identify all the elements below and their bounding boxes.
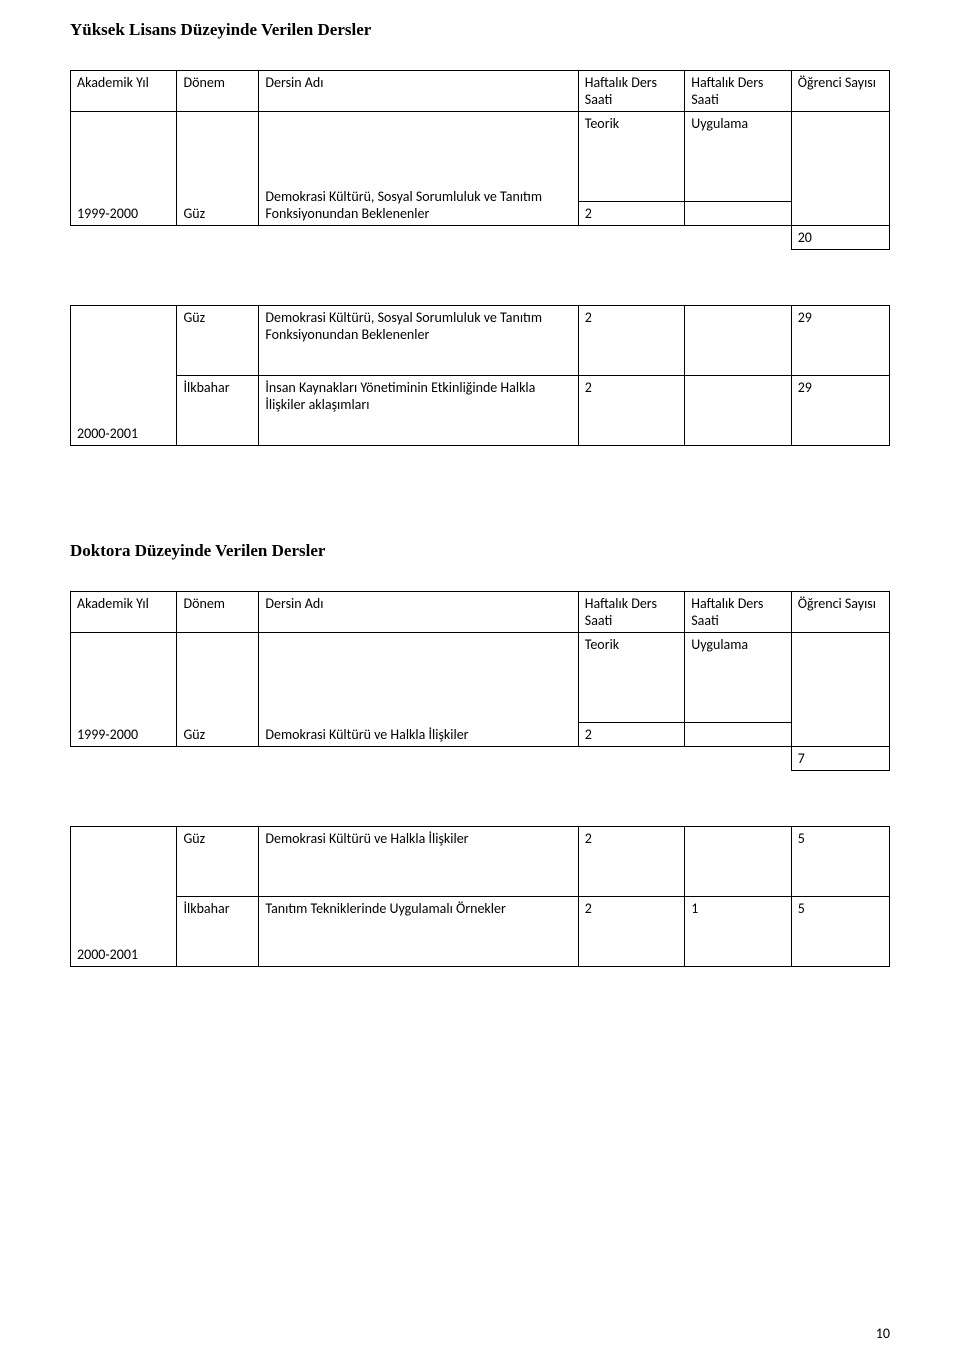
s1t2b-uygulama xyxy=(685,376,791,446)
s1t1-h-col6: Öğrenci Sayısı xyxy=(791,71,889,112)
s2t1-course: Demokrasi Kültürü ve Halkla İlişkiler xyxy=(259,633,578,747)
s1t1-h-col1: Akademik Yıl xyxy=(71,71,177,112)
s2t1-year: 1999-2000 xyxy=(71,633,177,747)
s1t1-uygulama xyxy=(685,202,791,226)
s1t2b-term: İlkbahar xyxy=(177,376,259,446)
s2t2a-term: Güz xyxy=(177,827,259,897)
s2t1-ogrenci-row-spacer xyxy=(71,747,792,771)
s1t1-ogrenci: 20 xyxy=(791,226,889,250)
s2t1-h-col3: Dersin Adı xyxy=(259,592,578,633)
section2-table2: 2000-2001 Güz Demokrasi Kültürü ve Halkl… xyxy=(70,826,890,967)
s1t1-ogrenci-empty xyxy=(791,112,889,226)
s2t1-uygulama-label: Uygulama xyxy=(685,633,791,723)
s2t1-h-col2: Dönem xyxy=(177,592,259,633)
s2t2a-uygulama xyxy=(685,827,791,897)
s2t2a-ogrenci: 5 xyxy=(791,827,889,897)
s1t2b-teorik: 2 xyxy=(578,376,684,446)
s2t1-teorik: 2 xyxy=(578,723,684,747)
page-number: 10 xyxy=(876,1325,890,1342)
s2t1-term: Güz xyxy=(177,633,259,747)
s2t2a-course: Demokrasi Kültürü ve Halkla İlişkiler xyxy=(259,827,578,897)
s2t2b-term: İlkbahar xyxy=(177,897,259,967)
s2t2a-teorik: 2 xyxy=(578,827,684,897)
s2t1-h-col1: Akademik Yıl xyxy=(71,592,177,633)
s1t1-uygulama-label: Uygulama xyxy=(685,112,791,202)
s2t2-year: 2000-2001 xyxy=(71,827,177,967)
s1t1-h-col4: Haftalık Ders Saati xyxy=(578,71,684,112)
s1t1-course: Demokrasi Kültürü, Sosyal Sorumluluk ve … xyxy=(259,112,578,226)
section-title-1: Yüksek Lisans Düzeyinde Verilen Dersler xyxy=(70,20,890,40)
section-title-2: Doktora Düzeyinde Verilen Dersler xyxy=(70,541,890,561)
s1t2-year: 2000-2001 xyxy=(71,306,177,446)
s2t1-h-col4: Haftalık Ders Saati xyxy=(578,592,684,633)
s1t1-ogrenci-row-spacer xyxy=(71,226,792,250)
s2t1-uygulama xyxy=(685,723,791,747)
s1t2a-uygulama xyxy=(685,306,791,376)
s1t1-term: Güz xyxy=(177,112,259,226)
s2t2b-course: Tanıtım Tekniklerinde Uygulamalı Örnekle… xyxy=(259,897,578,967)
s1t1-h-col2: Dönem xyxy=(177,71,259,112)
s1t2a-course: Demokrasi Kültürü, Sosyal Sorumluluk ve … xyxy=(259,306,578,376)
s2t2b-teorik: 2 xyxy=(578,897,684,967)
section1-table2: 2000-2001 Güz Demokrasi Kültürü, Sosyal … xyxy=(70,305,890,446)
s2t1-ogrenci: 7 xyxy=(791,747,889,771)
s1t2a-teorik: 2 xyxy=(578,306,684,376)
s1t2a-term: Güz xyxy=(177,306,259,376)
section1-table1: Akademik Yıl Dönem Dersin Adı Haftalık D… xyxy=(70,70,890,250)
section2-table1: Akademik Yıl Dönem Dersin Adı Haftalık D… xyxy=(70,591,890,771)
s2t1-ogrenci-empty xyxy=(791,633,889,747)
s2t1-h-col5: Haftalık Ders Saati xyxy=(685,592,791,633)
s1t1-teorik-label: Teorik xyxy=(578,112,684,202)
s2t2b-uygulama: 1 xyxy=(685,897,791,967)
s1t1-year: 1999-2000 xyxy=(71,112,177,226)
s1t2a-ogrenci: 29 xyxy=(791,306,889,376)
s2t1-h-col6: Öğrenci Sayısı xyxy=(791,592,889,633)
s1t1-h-col3: Dersin Adı xyxy=(259,71,578,112)
s2t2b-ogrenci: 5 xyxy=(791,897,889,967)
s2t1-teorik-label: Teorik xyxy=(578,633,684,723)
s1t1-teorik: 2 xyxy=(578,202,684,226)
s1t2b-course: İnsan Kaynakları Yönetiminin Etkinliğind… xyxy=(259,376,578,446)
s1t1-h-col5: Haftalık Ders Saati xyxy=(685,71,791,112)
s1t2b-ogrenci: 29 xyxy=(791,376,889,446)
